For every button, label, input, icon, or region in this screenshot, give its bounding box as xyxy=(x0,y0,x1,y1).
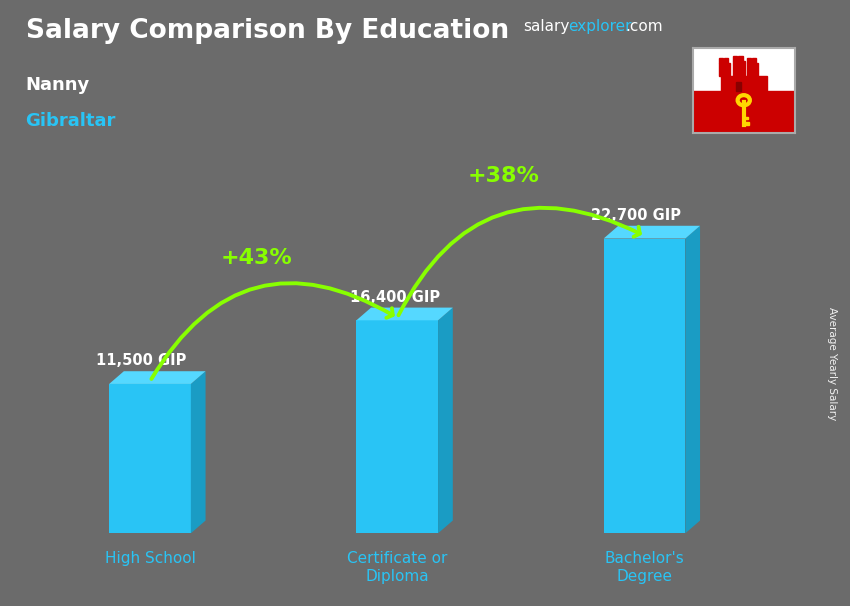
Text: Bachelor's
Degree: Bachelor's Degree xyxy=(604,551,684,584)
Text: 16,400 GIP: 16,400 GIP xyxy=(350,290,440,305)
Bar xyxy=(693,91,795,133)
Polygon shape xyxy=(685,226,700,533)
Bar xyxy=(356,321,438,533)
Text: Salary Comparison By Education: Salary Comparison By Education xyxy=(26,18,508,44)
Polygon shape xyxy=(604,226,700,239)
Bar xyxy=(744,117,748,119)
Bar xyxy=(604,239,685,533)
Text: salary: salary xyxy=(523,19,570,35)
Text: 11,500 GIP: 11,500 GIP xyxy=(96,353,187,368)
Bar xyxy=(693,48,795,91)
Bar xyxy=(736,82,741,91)
Bar xyxy=(719,58,723,64)
Bar xyxy=(752,58,756,64)
Polygon shape xyxy=(356,308,453,321)
Bar xyxy=(744,122,749,125)
Polygon shape xyxy=(438,308,453,533)
Text: +43%: +43% xyxy=(220,248,292,268)
Text: Gibraltar: Gibraltar xyxy=(26,112,116,130)
Bar xyxy=(747,58,751,64)
Text: 22,700 GIP: 22,700 GIP xyxy=(591,208,681,223)
Text: +38%: +38% xyxy=(468,166,540,186)
Text: explorer: explorer xyxy=(568,19,632,35)
Bar xyxy=(733,61,745,76)
Bar xyxy=(738,56,743,61)
Text: Certificate or
Diploma: Certificate or Diploma xyxy=(347,551,447,584)
Bar xyxy=(733,56,737,61)
Text: Nanny: Nanny xyxy=(26,76,90,94)
Text: High School: High School xyxy=(105,551,196,567)
Bar xyxy=(719,64,730,76)
Text: .com: .com xyxy=(626,19,663,35)
Bar xyxy=(721,76,767,91)
Polygon shape xyxy=(191,371,206,533)
Bar xyxy=(109,384,191,533)
Polygon shape xyxy=(109,371,206,384)
Bar xyxy=(747,64,758,76)
Text: Average Yearly Salary: Average Yearly Salary xyxy=(827,307,837,420)
Bar xyxy=(724,58,728,64)
